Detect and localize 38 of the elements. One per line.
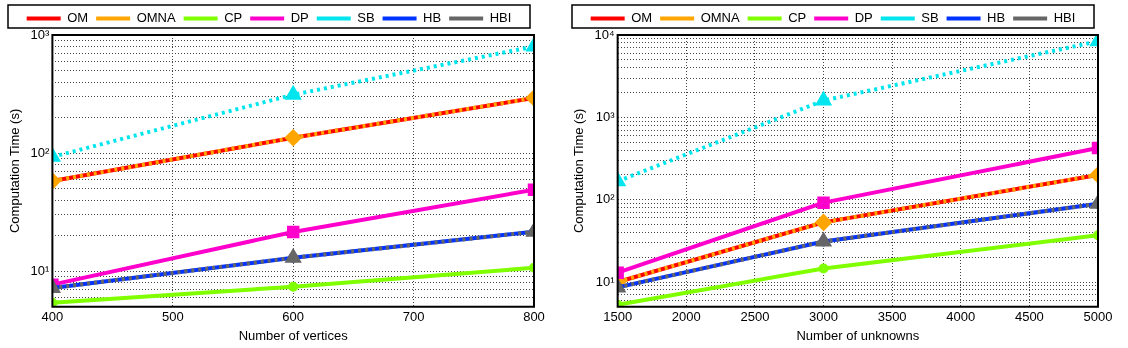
x-axis-title: Number of unknowns (796, 327, 920, 343)
y-tick-label: 10⁴ (594, 26, 615, 42)
x-tick-label: 2000 (671, 309, 701, 325)
y-tick-label: 10³ (595, 108, 616, 124)
legend-label: DP (290, 10, 309, 26)
x-tick-label: 3000 (809, 309, 838, 325)
legend-label: DP (854, 10, 873, 26)
legend-label: CP (788, 10, 807, 26)
x-tick-label: 700 (402, 309, 425, 325)
y-axis-title: Computation Time (s) (571, 108, 587, 234)
legend-label: HBI (489, 10, 512, 26)
x-tick-label: 800 (523, 309, 545, 325)
x-tick-label: 4500 (1014, 309, 1044, 325)
x-tick-label: 1500 (603, 309, 633, 325)
legend-label: SB (921, 10, 939, 26)
legend-label: OM (67, 10, 89, 26)
legend-label: HBI (1053, 10, 1076, 26)
legend-label: OM (631, 10, 653, 26)
x-axis-title: Number of vertices (238, 327, 349, 343)
legend-label: SB (357, 10, 375, 26)
legend-label: HB (423, 10, 442, 26)
legend-label: OMNA (136, 10, 176, 26)
y-tick-label: 10² (595, 191, 616, 207)
x-tick-label: 400 (41, 309, 64, 325)
legend-label: HB (987, 10, 1006, 26)
x-tick-label: 2500 (740, 309, 770, 325)
y-axis-title: Computation Time (s) (7, 108, 23, 234)
x-tick-label: 4000 (946, 309, 976, 325)
y-tick-label: 10¹ (595, 273, 616, 289)
x-tick-label: 5000 (1083, 309, 1113, 325)
y-tick-label: 10¹ (30, 262, 51, 278)
y-tick-label: 10³ (30, 26, 51, 42)
y-tick-label: 10² (30, 144, 51, 160)
legend-label: CP (224, 10, 243, 26)
x-tick-label: 3500 (877, 309, 907, 325)
x-tick-label: 500 (161, 309, 184, 325)
x-tick-label: 600 (282, 309, 305, 325)
legend-label: OMNA (700, 10, 740, 26)
